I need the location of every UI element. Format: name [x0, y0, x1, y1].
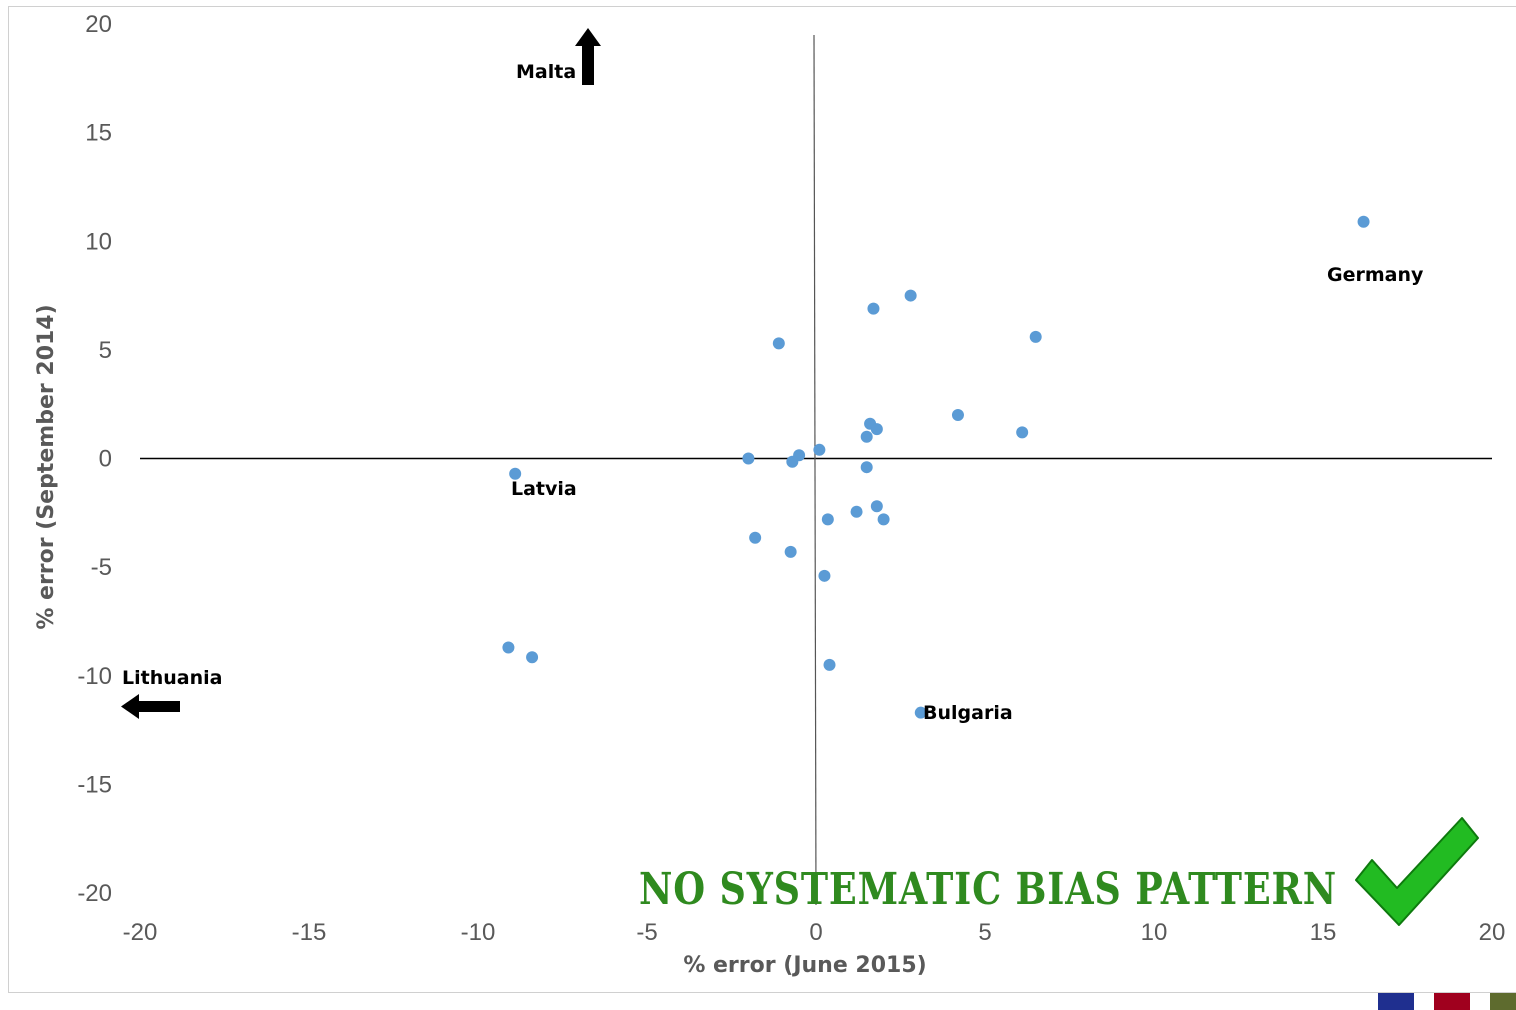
y-tick-label: 15 [85, 120, 112, 147]
data-point [870, 423, 883, 436]
arrow-left-icon [121, 694, 180, 719]
data-point [821, 513, 834, 526]
y-zero-line [813, 34, 817, 906]
data-point [860, 430, 873, 443]
annotation-latvia: Latvia [511, 478, 577, 500]
y-tick-label: -15 [77, 771, 112, 798]
data-point [951, 409, 964, 422]
data-point [850, 505, 863, 518]
data-point [818, 569, 831, 582]
x-tick-label: -20 [123, 919, 158, 946]
y-tick-label: 0 [99, 446, 112, 473]
axes [140, 34, 1492, 906]
data-point [914, 706, 927, 719]
annotation-malta: Malta [516, 61, 576, 83]
y-tick-label: -5 [91, 554, 112, 581]
annotation-bulgaria: Bulgaria [923, 702, 1013, 724]
y-tick-label: 5 [99, 337, 112, 364]
data-point [877, 513, 890, 526]
footer-flag-strip [1378, 993, 1516, 1010]
y-tick-label: 20 [85, 11, 112, 38]
flag-blue [1378, 993, 1414, 1010]
data-point [870, 500, 883, 513]
y-tick-label: -20 [77, 880, 112, 907]
data-point [904, 289, 917, 302]
tick-labels: -20 -15 -10 -5 0 5 10 15 20 20 15 10 5 0 -5 -10 -15 -20 [77, 11, 1505, 946]
data-point [772, 337, 785, 350]
x-tick-label: 20 [1479, 919, 1506, 946]
no-bias-banner: NO SYSTEMATIC BIAS PATTERN [639, 864, 1337, 915]
data-point [1029, 330, 1042, 343]
x-tick-label: 0 [809, 919, 822, 946]
x-tick-label: -10 [461, 919, 496, 946]
flag-red [1434, 993, 1470, 1010]
data-point [823, 658, 836, 671]
data-point [1357, 215, 1370, 228]
data-point [813, 443, 826, 456]
annotation-lithuania: Lithuania [122, 667, 222, 689]
data-points [502, 215, 1370, 719]
data-point [784, 545, 797, 558]
x-tick-label: 10 [1141, 919, 1168, 946]
x-tick-label: -5 [636, 919, 657, 946]
y-axis-title: % error (September 2014) [34, 304, 59, 629]
y-tick-label: -10 [77, 663, 112, 690]
data-point [502, 641, 515, 654]
chart-frame [8, 6, 1516, 993]
annotation-germany: Germany [1327, 264, 1424, 286]
data-point [749, 531, 762, 544]
data-point [526, 651, 539, 664]
data-point [1016, 426, 1029, 439]
data-point [786, 455, 799, 468]
data-point [742, 452, 755, 465]
data-point [509, 467, 522, 480]
data-point [860, 461, 873, 474]
x-tick-label: 5 [978, 919, 991, 946]
y-tick-label: 10 [85, 228, 112, 255]
x-tick-label: -15 [292, 919, 327, 946]
x-axis-title: % error (June 2015) [683, 953, 926, 978]
flag-olive [1490, 993, 1516, 1010]
checkmark-icon [1355, 817, 1479, 926]
data-point [867, 302, 880, 315]
arrow-up-icon [575, 28, 601, 85]
x-tick-label: 15 [1310, 919, 1337, 946]
